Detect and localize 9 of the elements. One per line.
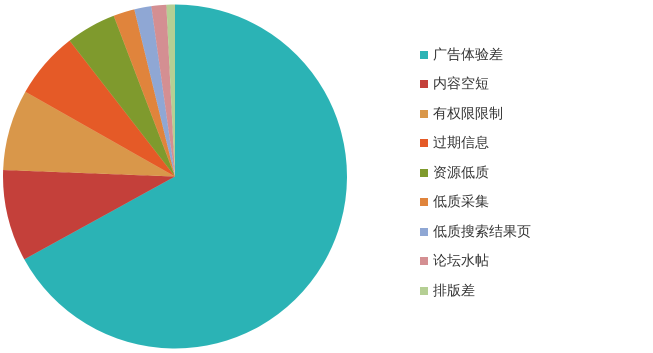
legend-label: 低质采集 <box>433 194 489 212</box>
legend-label: 低质搜索结果页 <box>433 223 531 241</box>
legend-label: 资源低质 <box>433 164 489 182</box>
legend-label: 过期信息 <box>433 134 489 152</box>
legend-label: 论坛水帖 <box>433 252 489 270</box>
legend-label: 内容空短 <box>433 75 489 94</box>
legend-label: 有权限限制 <box>433 106 503 123</box>
legend-label: 广告体验差 <box>433 46 503 64</box>
legend-label: 排版差 <box>433 282 475 300</box>
